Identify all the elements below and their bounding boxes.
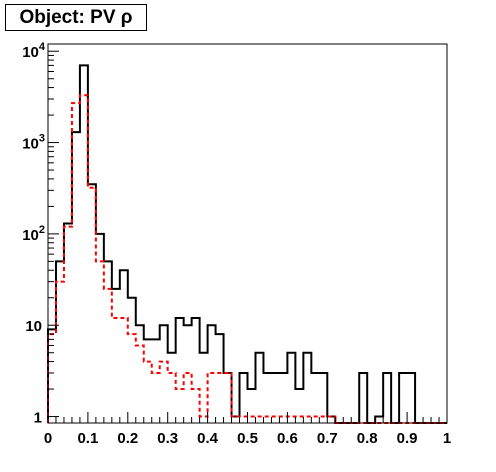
plot-frame	[47, 43, 448, 424]
x-tick-label: 0.4	[197, 430, 219, 447]
y-tick-label: 104	[22, 41, 46, 61]
x-tick-label: 1	[443, 430, 451, 447]
histogram-series-1	[47, 64, 447, 424]
x-tick-label: 0.7	[317, 430, 338, 447]
x-tick-label: 0.5	[237, 430, 258, 447]
x-tick-label: 0.3	[157, 430, 178, 447]
y-tick-label: 103	[22, 133, 45, 153]
chart-title: Object: PV ρ	[5, 4, 147, 31]
x-tick-label: 0.2	[117, 430, 138, 447]
y-tick-label: 10	[25, 318, 42, 335]
histogram-layer	[47, 64, 447, 424]
y-tick-label: 1	[34, 410, 42, 427]
x-tick-label: 0.8	[357, 430, 378, 447]
axes-layer: 0 0.1 0.2 0.3 0.4 0.5 0.6 0.7 0.8 0.9 1 1 10 102 103 10…	[22, 41, 451, 447]
x-tick-label: 0.1	[77, 430, 98, 447]
x-tick-label: 0.6	[277, 430, 298, 447]
x-tick-label: 0	[44, 430, 52, 447]
y-tick-label: 102	[22, 224, 45, 244]
x-tick-label: 0.9	[397, 430, 418, 447]
